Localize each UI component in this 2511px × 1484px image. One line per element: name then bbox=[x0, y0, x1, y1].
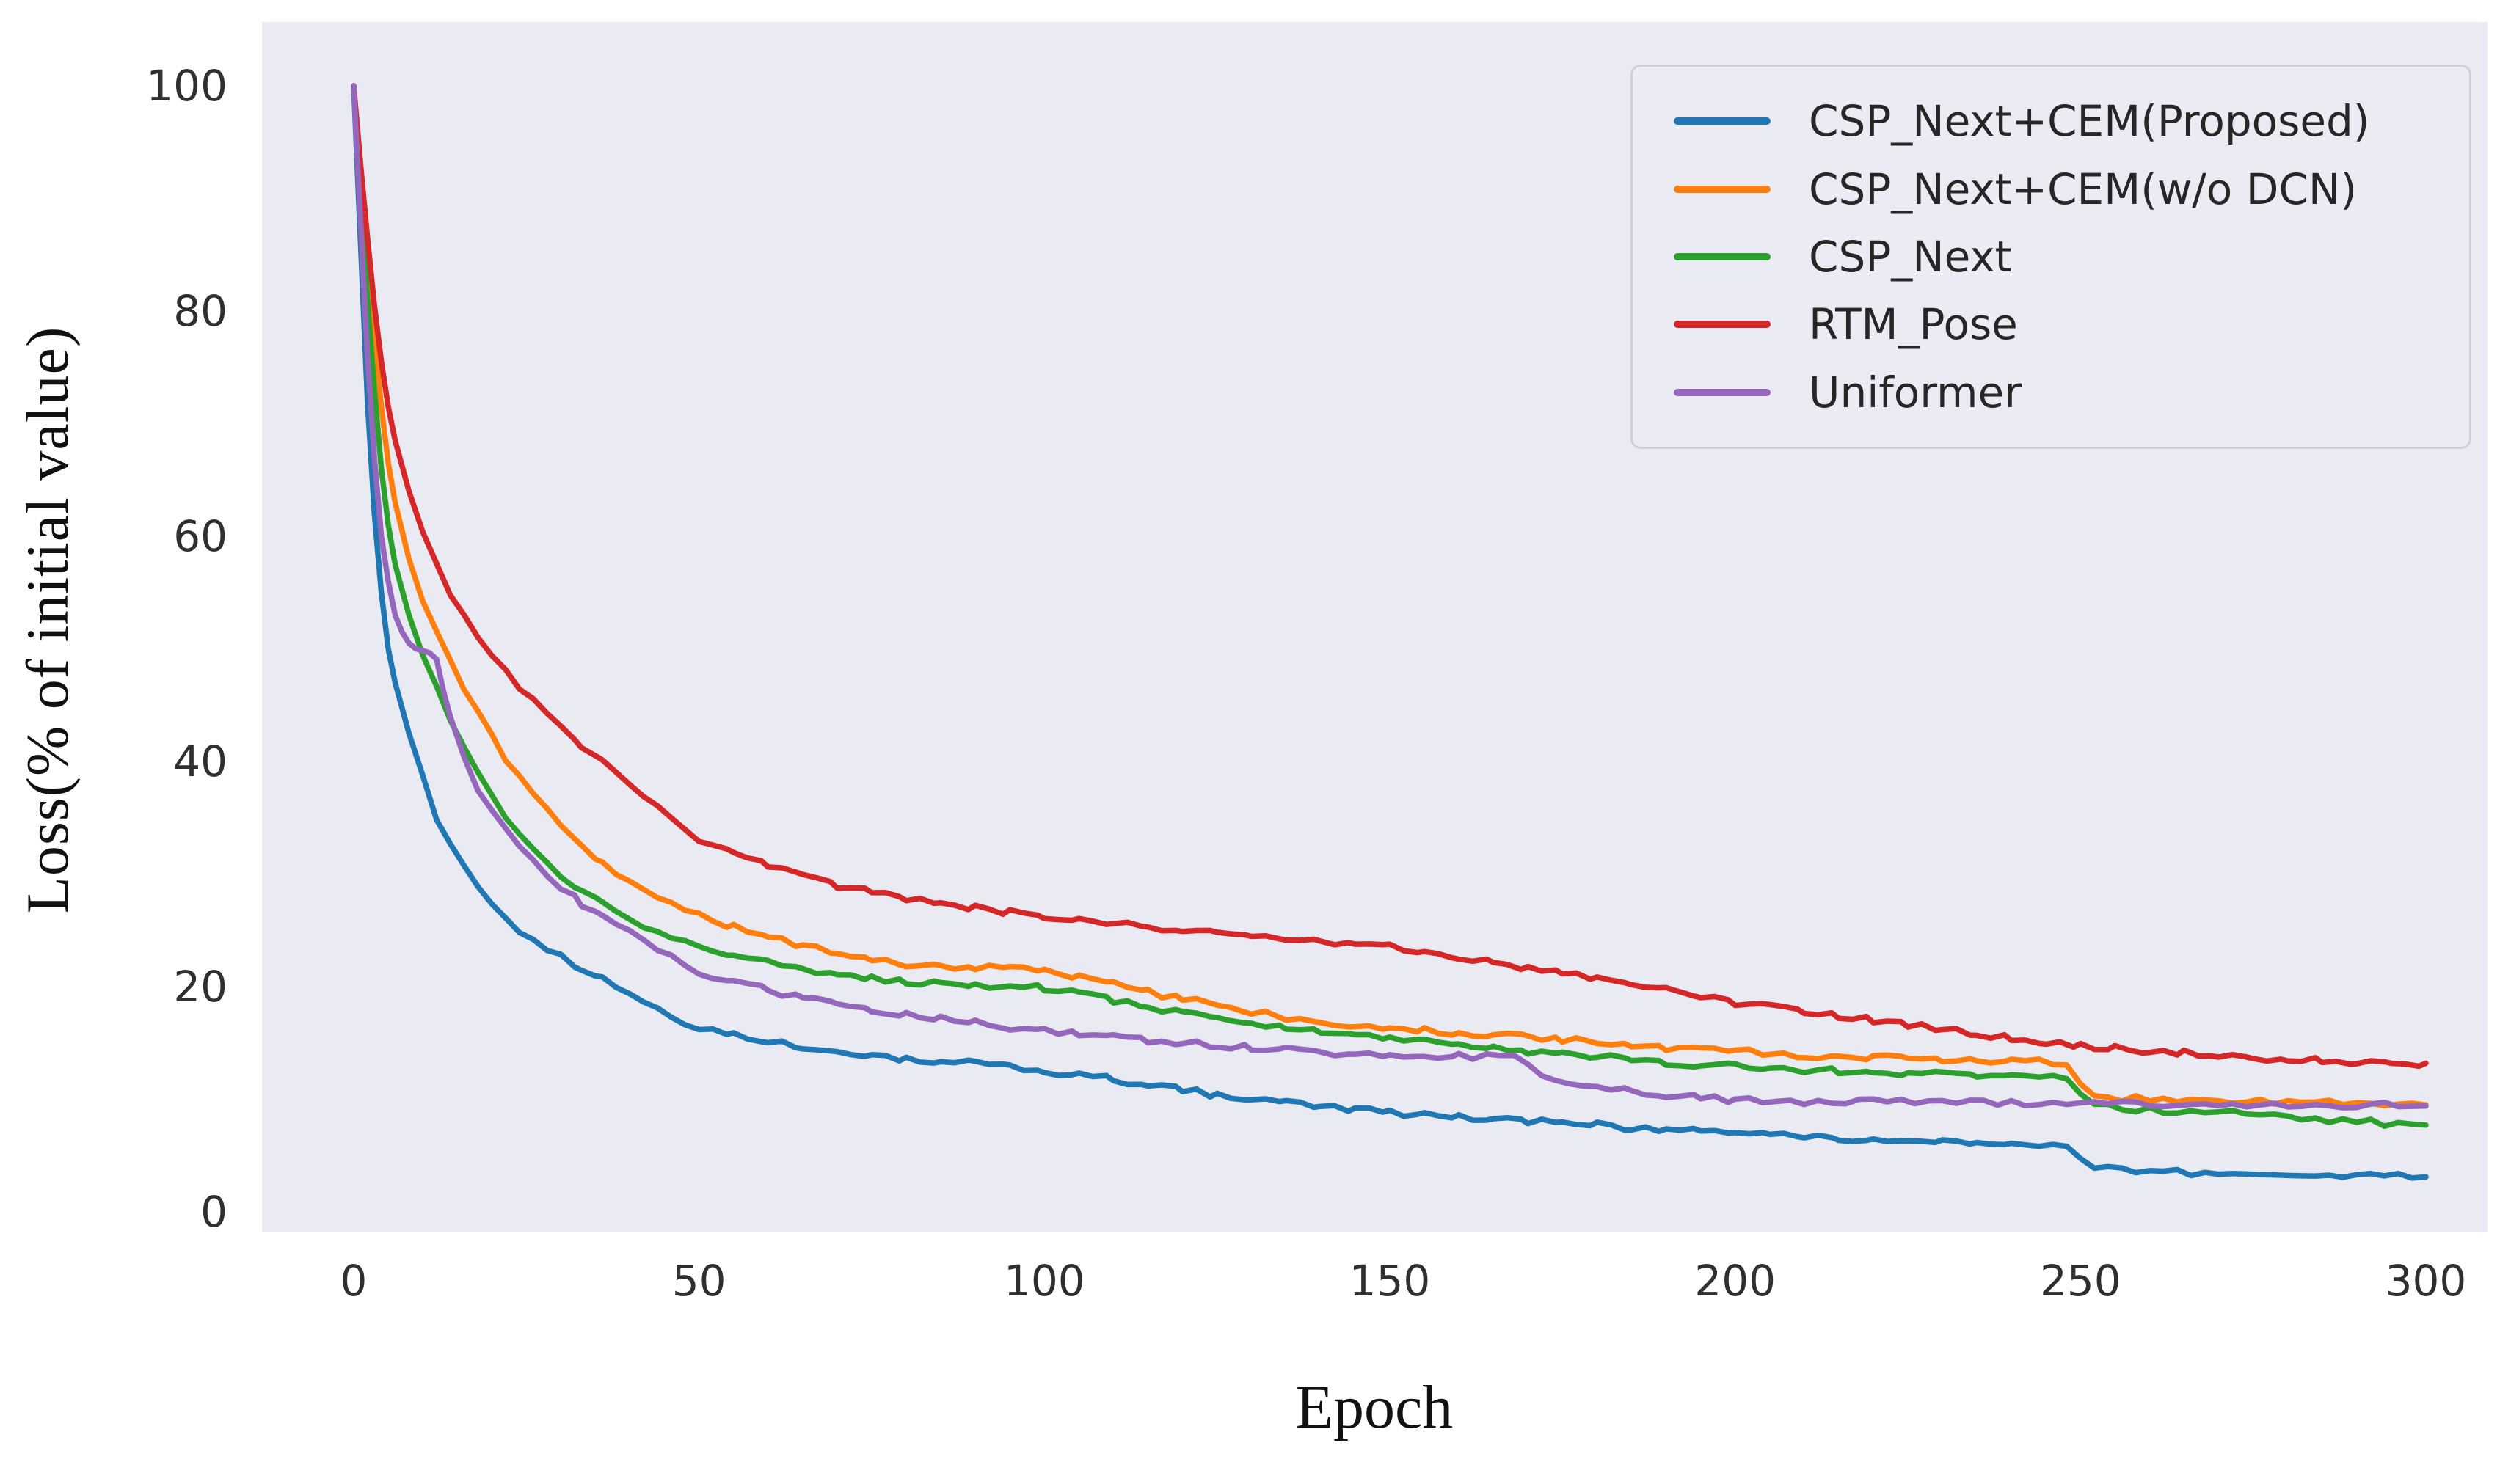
legend-item: Uniformer bbox=[1674, 368, 2447, 417]
y-tick-label-0: 0 bbox=[200, 1187, 227, 1237]
x-tick-label-0: 0 bbox=[340, 1256, 368, 1306]
legend-line-icon bbox=[1674, 252, 1771, 260]
legend-label: CSP_Next bbox=[1809, 231, 2012, 282]
y-tick-label-60: 60 bbox=[173, 511, 227, 561]
series-line-uniformer bbox=[351, 83, 2429, 1111]
x-axis-title: Epoch bbox=[1295, 1373, 1454, 1441]
series-line-csp-next-cem-w-o-dcn- bbox=[351, 83, 2429, 1109]
y-tick-label-40: 40 bbox=[173, 736, 227, 786]
series-line-rtm-pose bbox=[351, 83, 2429, 1070]
x-tick-label-150: 150 bbox=[1349, 1256, 1431, 1306]
x-tick-label-200: 200 bbox=[1694, 1256, 1776, 1306]
legend-label: Uniformer bbox=[1809, 367, 2022, 417]
series-line-csp-next-cem-proposed- bbox=[351, 83, 2429, 1181]
legend-item: CSP_Next+CEM(w/o DCN) bbox=[1674, 164, 2447, 214]
legend-item: RTM_Pose bbox=[1674, 299, 2447, 349]
x-tick-label-50: 50 bbox=[671, 1256, 726, 1306]
series-line-csp-next bbox=[351, 83, 2429, 1129]
legend-line-icon bbox=[1674, 321, 1771, 329]
y-tick-label-20: 20 bbox=[173, 962, 227, 1012]
legend-line-icon bbox=[1674, 185, 1771, 193]
legend-item: CSP_Next+CEM(Proposed) bbox=[1674, 96, 2447, 146]
legend-label: RTM_Pose bbox=[1809, 299, 2018, 350]
y-tick-label-80: 80 bbox=[173, 286, 227, 336]
legend-label: CSP_Next+CEM(w/o DCN) bbox=[1809, 164, 2357, 214]
y-axis-title: Loss(% of initial value) bbox=[14, 326, 81, 914]
legend-label: CSP_Next+CEM(Proposed) bbox=[1809, 96, 2370, 147]
legend-item: CSP_Next bbox=[1674, 232, 2447, 282]
y-tick-label-100: 100 bbox=[146, 61, 227, 111]
legend-line-icon bbox=[1674, 388, 1771, 396]
x-tick-label-100: 100 bbox=[1003, 1256, 1085, 1306]
x-tick-label-300: 300 bbox=[2385, 1256, 2467, 1306]
legend-line-icon bbox=[1674, 117, 1771, 125]
x-tick-label-250: 250 bbox=[2039, 1256, 2121, 1306]
legend-box: CSP_Next+CEM(Proposed) CSP_Next+CEM(w/o D… bbox=[1630, 65, 2471, 449]
